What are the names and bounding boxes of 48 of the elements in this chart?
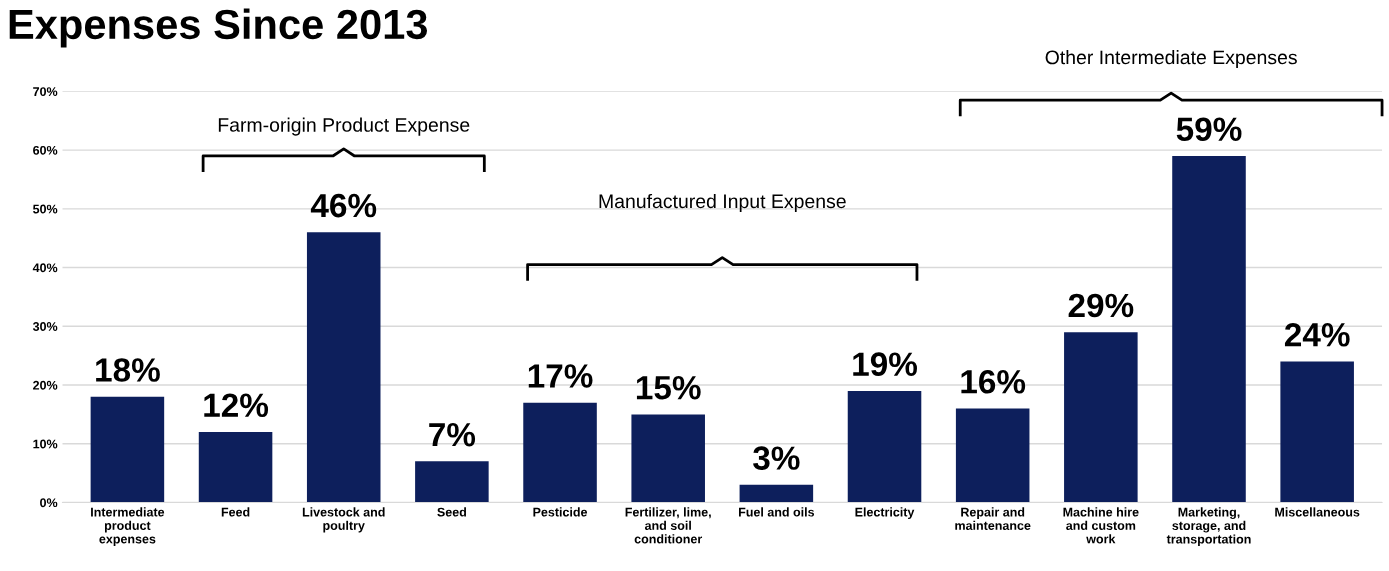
- x-tick-label: Livestock and poultry: [302, 507, 385, 533]
- x-tick-label: Electricity: [855, 507, 915, 519]
- bar: [523, 402, 597, 503]
- annotation: Manufactured Input Expense: [599, 193, 846, 213]
- y-tick-label: 30%: [32, 322, 58, 331]
- data-label: 3%: [753, 446, 800, 470]
- y-tick-label: 0%: [40, 498, 58, 508]
- data-label: 16%: [961, 369, 1026, 394]
- text: Other Intermediate Expenses: [1045, 49, 1297, 69]
- bar: [415, 461, 489, 503]
- y-tick-label: 10%: [33, 439, 58, 449]
- x-tick-label: Intermediate product expenses: [91, 507, 165, 546]
- x-tick-label: Marketing, storage, and transportation: [1166, 507, 1251, 547]
- data-label: 18%: [96, 358, 160, 382]
- bar: [739, 484, 814, 503]
- data-label: 59%: [1176, 117, 1242, 142]
- bar: [1280, 361, 1354, 503]
- x-tick-label: Machine hire and custom work: [1063, 507, 1139, 544]
- bar: [306, 232, 381, 503]
- data-label: 7%: [429, 422, 476, 447]
- data-label: 12%: [204, 393, 269, 418]
- bar: [198, 432, 273, 503]
- bar: [1064, 332, 1138, 503]
- x-tick-label: Feed: [221, 507, 250, 517]
- y-tick-label: 20%: [33, 380, 58, 390]
- chart-title: Expenses Since 2013: [9, 8, 428, 48]
- data-label: 46%: [310, 193, 377, 218]
- x-tick-label: Fuel and oils: [739, 507, 815, 517]
- data-label: 15%: [636, 375, 701, 400]
- data-label: 19%: [853, 352, 917, 376]
- y-tick-label: 70%: [33, 87, 58, 97]
- bar: [847, 390, 922, 503]
- data-label: 24%: [1284, 323, 1350, 347]
- bar: [90, 396, 165, 503]
- y-tick-label: 60%: [33, 145, 58, 155]
- y-tick-label: 40%: [32, 263, 58, 273]
- x-tick-label: Seed: [437, 507, 466, 517]
- annotation: Farm-origin Product Expense: [218, 117, 470, 136]
- bar: [955, 408, 1030, 503]
- x-tick-label: Pesticide: [533, 507, 588, 517]
- x-tick-label: Repair and maintenance: [955, 507, 1031, 530]
- data-label: 29%: [1068, 293, 1134, 318]
- x-tick-label: Fertilizer, lime, and soil conditioner: [625, 507, 711, 544]
- bar: [631, 414, 705, 503]
- x-tick-label: Miscellaneous: [1275, 507, 1360, 517]
- data-label: 17%: [528, 364, 593, 388]
- y-tick-label: 50%: [33, 204, 58, 214]
- bar: [1172, 155, 1246, 503]
